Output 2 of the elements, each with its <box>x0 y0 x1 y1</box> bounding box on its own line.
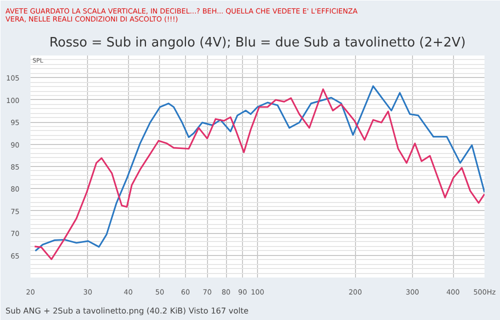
text: Sub ANG + 2Sub a tavolinetto.png (40.2 KiB) Visto 167 volte <box>6 306 249 316</box>
chart-title: Rosso = Sub in angolo (4V); Blu = due Sub a tavolinetto (2+2V) <box>49 36 466 50</box>
